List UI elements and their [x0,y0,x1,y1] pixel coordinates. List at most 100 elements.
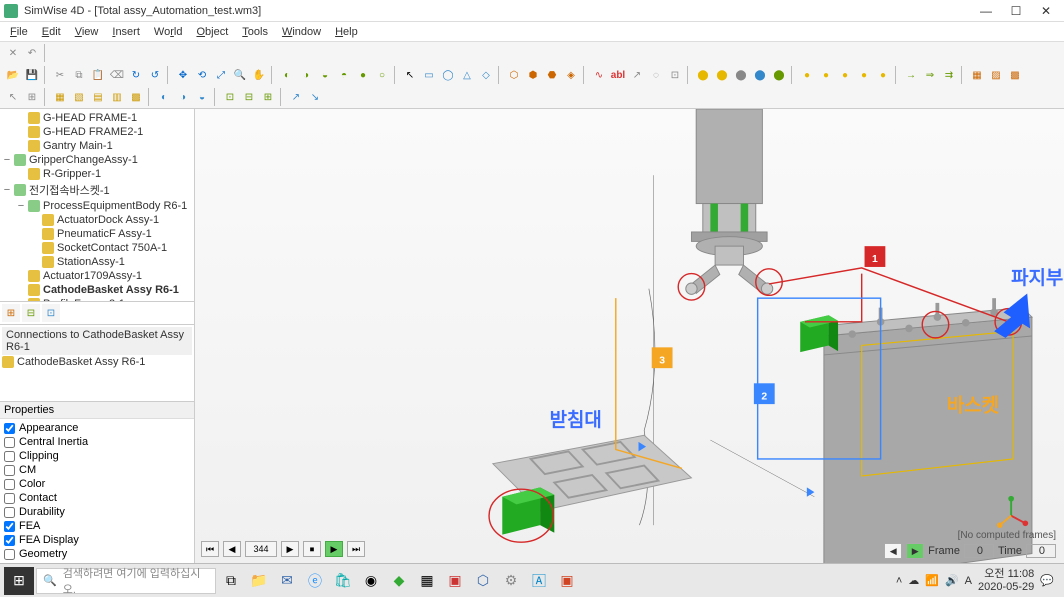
tool-f3[interactable]: ↗ [628,66,646,84]
tree-node[interactable]: StationAssy-1 [2,255,192,269]
tool-h3[interactable]: ● [836,66,854,84]
tool-e2[interactable]: ⬢ [524,66,542,84]
tool-f5[interactable]: ⊡ [666,66,684,84]
tool-k2[interactable]: ⊞ [23,88,41,106]
tool-e3[interactable]: ⬣ [543,66,561,84]
tool-c1[interactable]: ◐ [278,66,296,84]
tree-node[interactable]: Gantry Main-1 [2,139,192,153]
tool-g3[interactable]: ⬤ [732,66,750,84]
tray-notif-icon[interactable]: 💬 [1040,574,1054,587]
property-row[interactable]: Clipping [2,449,192,463]
tree-node[interactable]: −GripperChangeAssy-1 [2,153,192,167]
tool-d2[interactable]: ◯ [439,66,457,84]
tool-paste[interactable]: 📋 [89,66,107,84]
tool-b[interactable]: ↺ [146,66,164,84]
tree-panel[interactable]: G-HEAD FRAME-1G-HEAD FRAME2-1Gantry Main… [0,109,194,301]
app-simwise[interactable]: 🄰 [526,568,552,594]
viewport[interactable]: 1 2 3 바스켓 받침대 파지부 ⏮ ◀ 344 ▶ [195,109,1064,563]
tool-rot[interactable]: ⟲ [193,66,211,84]
menu-world[interactable]: World [148,24,189,40]
tool-g5[interactable]: ⬤ [770,66,788,84]
play-play[interactable]: ▶ [325,541,343,557]
start-button[interactable]: ⊞ [4,567,34,595]
tool-h4[interactable]: ● [855,66,873,84]
minimize-button[interactable]: — [972,2,1000,20]
play-last[interactable]: ⏭ [347,541,365,557]
tool-e1[interactable]: ⬡ [505,66,523,84]
tool-l3[interactable]: ▤ [89,88,107,106]
play-stop[interactable]: ⏹ [303,541,321,557]
tool-j1[interactable]: ▦ [968,66,986,84]
tool-c6[interactable]: ○ [373,66,391,84]
tool-m3[interactable]: ◒ [193,88,211,106]
menu-window[interactable]: Window [276,24,327,40]
tool-d1[interactable]: ▭ [420,66,438,84]
play-prev[interactable]: ◀ [223,541,241,557]
menu-help[interactable]: Help [329,24,364,40]
tool-m2[interactable]: ◑ [174,88,192,106]
tool-o1[interactable]: ↗ [287,88,305,106]
property-checkbox[interactable] [4,521,15,532]
menu-object[interactable]: Object [190,24,234,40]
tree-node[interactable]: ActuatorDock Assy-1 [2,213,192,227]
tree-node[interactable]: −ProcessEquipmentBody R6-1 [2,199,192,213]
app-store[interactable]: 🛍 [330,568,356,594]
property-checkbox[interactable] [4,451,15,462]
tool-n3[interactable]: ⊞ [259,88,277,106]
tool-g2[interactable]: ⬤ [713,66,731,84]
app-edge[interactable]: ⓔ [302,568,328,594]
rec-play[interactable]: ▶ [906,543,924,559]
tool-undo[interactable]: ↶ [23,44,41,62]
menu-tools[interactable]: Tools [236,24,274,40]
tool-g1[interactable]: ⬤ [694,66,712,84]
property-row[interactable]: Durability [2,505,192,519]
tree-node[interactable]: PneumaticF Assy-1 [2,227,192,241]
tool-c2[interactable]: ◑ [297,66,315,84]
tree-node[interactable]: −전기접속바스켓-1 [2,181,192,199]
tool-del[interactable]: ⌫ [108,66,126,84]
tool-g4[interactable]: ⬤ [751,66,769,84]
taskbar-search[interactable]: 🔍 검색하려면 여기에 입력하십시오. [36,568,216,594]
property-row[interactable]: Color [2,477,192,491]
app-chrome[interactable]: ◉ [358,568,384,594]
property-checkbox[interactable] [4,465,15,476]
tool-m1[interactable]: ◐ [155,88,173,106]
app-e[interactable]: ⚙ [498,568,524,594]
tool-j2[interactable]: ▨ [987,66,1005,84]
tree-node[interactable]: Actuator1709Assy-1 [2,269,192,283]
close-button[interactable]: ✕ [1032,2,1060,20]
tool-move[interactable]: ✥ [174,66,192,84]
property-row[interactable]: Contact [2,491,192,505]
app-a[interactable]: ◆ [386,568,412,594]
app-mail[interactable]: ✉ [274,568,300,594]
property-row[interactable]: FEA [2,519,192,533]
property-row[interactable]: Appearance [2,421,192,435]
tool-j3[interactable]: ▩ [1006,66,1024,84]
tool-l4[interactable]: ▥ [108,88,126,106]
tool-d3[interactable]: △ [458,66,476,84]
tool-new[interactable]: ✕ [4,44,22,62]
tool-save[interactable]: 💾 [23,66,41,84]
tool-o2[interactable]: ↘ [306,88,324,106]
tool-zoom[interactable]: 🔍 [231,66,249,84]
tray-vol-icon[interactable]: 🔊 [945,574,959,587]
tool-l1[interactable]: ▦ [51,88,69,106]
menu-view[interactable]: View [69,24,105,40]
tool-h5[interactable]: ● [874,66,892,84]
tool-i3[interactable]: ⇉ [940,66,958,84]
tray-up-icon[interactable]: ˄ [896,575,902,587]
tool-copy[interactable]: ⧉ [70,66,88,84]
menu-edit[interactable]: Edit [36,24,67,40]
property-checkbox[interactable] [4,479,15,490]
tree-tool-2[interactable]: ⊟ [22,304,40,322]
tool-open[interactable]: 📂 [4,66,22,84]
tool-a[interactable]: ↻ [127,66,145,84]
property-row[interactable]: FEA Display [2,533,192,547]
app-d[interactable]: ⬡ [470,568,496,594]
tool-k1[interactable]: ↖ [4,88,22,106]
connections-item[interactable]: CathodeBasket Assy R6-1 [2,355,192,369]
tray-net-icon[interactable]: 📶 [925,574,939,587]
tool-f4[interactable]: ◌ [647,66,665,84]
tool-l5[interactable]: ▩ [127,88,145,106]
property-checkbox[interactable] [4,535,15,546]
